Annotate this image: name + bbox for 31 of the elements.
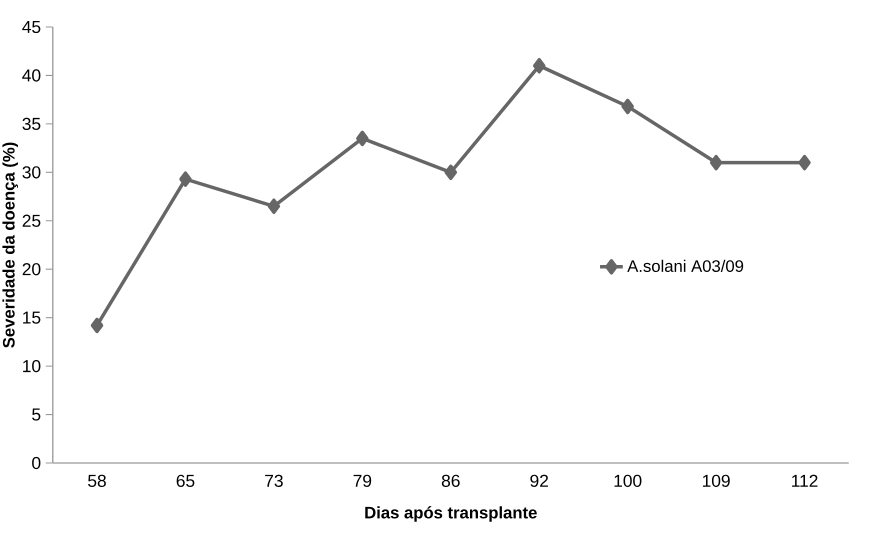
x-axis-title: Dias após transplante [365,506,537,522]
x-tick-label: 65 [176,474,194,487]
point [798,154,811,170]
point [179,171,192,187]
point [532,58,546,74]
point [268,198,280,214]
x-tick-label: 73 [265,474,283,487]
point [621,98,634,114]
point [90,318,104,334]
y-tick-label: 35 [22,118,40,130]
y-tick-label: 40 [22,69,40,82]
y-tick-label: 45 [22,20,40,34]
x-tick-label: 109 [702,474,730,487]
point [356,130,369,146]
x-tick-label: 58 [88,474,106,487]
y-tick-label: 25 [22,214,40,227]
y-tick-label: 0 [32,456,40,470]
legend-label: A.solani A03/09 [627,260,744,272]
y-tick-label: 10 [23,360,40,372]
y-tick-label: 20 [22,263,40,276]
y-tick-label: 5 [32,408,40,421]
y-axis-title: Severidade da doença (%) [2,142,18,348]
point [710,154,722,170]
x-tick-label: 112 [792,474,818,487]
point [444,164,458,180]
x-tick-label: 92 [530,474,548,487]
x-tick-label: 86 [442,474,460,487]
y-tick-label: 30 [22,166,40,178]
x-tick-label: 100 [614,474,642,487]
y-tick-label: 15 [23,312,40,324]
x-tick-label: 79 [354,474,372,487]
